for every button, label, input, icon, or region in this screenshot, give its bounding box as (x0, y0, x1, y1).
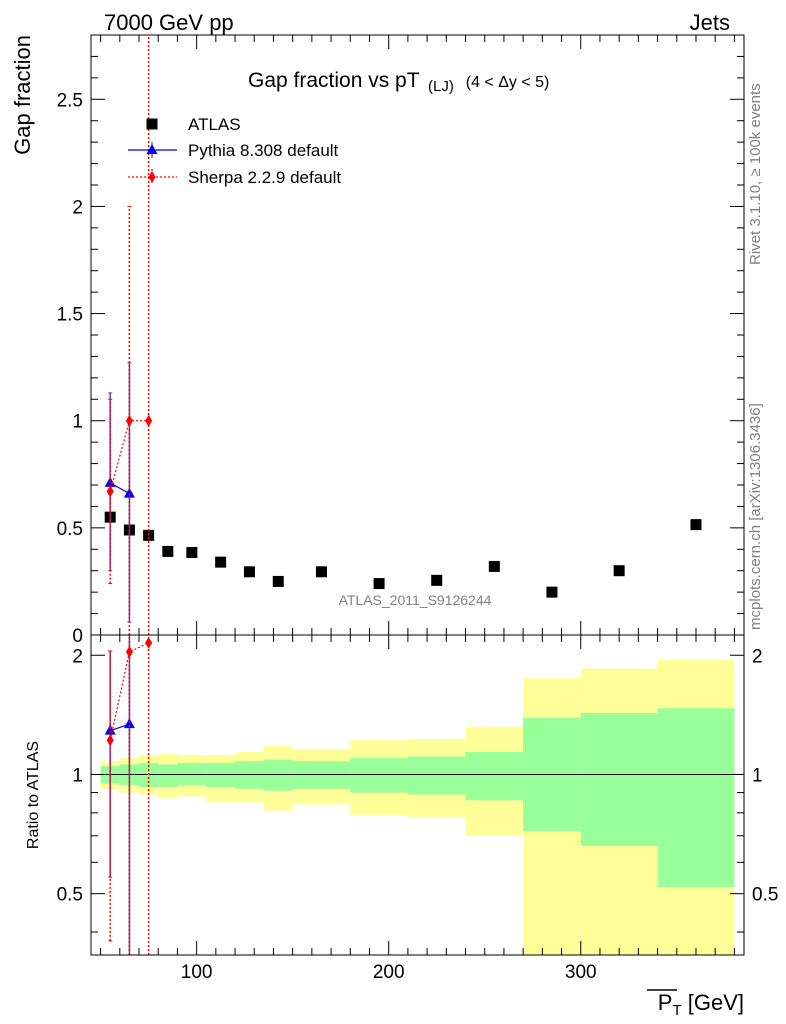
ratio-point-sherpa (125, 645, 133, 658)
ratio-ytick-label: 0.5 (57, 885, 83, 906)
uncertainty-band-inner (158, 764, 178, 787)
ratio-series-sherpa (106, 635, 153, 955)
rivet-label: Rivet 3.1.10, ≥ 100k events (747, 83, 764, 265)
main-ytick-label: 2 (72, 197, 83, 218)
uncertainty-band-inner (465, 751, 524, 801)
point-atlas (186, 547, 198, 558)
ratio-point-sherpa (106, 734, 114, 747)
series-atlas (104, 511, 702, 598)
ratio-plot-area (91, 635, 744, 955)
ratio-xtick-label: 200 (373, 962, 405, 983)
legend-label-pythia: Pythia 8.308 default (188, 141, 339, 160)
ratio-point-pythia (104, 724, 116, 735)
point-atlas (143, 529, 155, 541)
ratio-ytick-label-right: 0.5 (752, 885, 778, 906)
point-pythia (123, 487, 135, 498)
uncertainty-band-inner (235, 761, 264, 789)
uncertainty-band-inner (292, 761, 351, 789)
main-title-sub: (LJ) (428, 78, 454, 95)
watermark-label: ATLAS_2011_S9126244 (339, 592, 492, 608)
point-atlas (431, 574, 443, 586)
mcplots-label: mcplots.cern.ch [arXiv:1306.3436] (747, 403, 764, 630)
point-sherpa (125, 414, 133, 427)
main-ylabel: Gap fraction (10, 35, 35, 155)
legend-marker-atlas (146, 118, 158, 130)
ratio-ytick-label-right: 2 (752, 646, 763, 667)
point-sherpa (145, 414, 153, 427)
ratio-panel-frame (90, 634, 745, 956)
main-ytick-label: 0.5 (57, 519, 83, 540)
legend-entry-sherpa: Sherpa 2.2.9 default (128, 168, 341, 187)
main-title-range: (4 < Δy < 5) (466, 74, 550, 91)
ratio-ylabel: Ratio to ATLAS (25, 741, 42, 849)
main-ytick-label: 0 (72, 626, 83, 647)
main-plot-area (104, 35, 702, 635)
point-sherpa (106, 485, 114, 498)
point-atlas (373, 578, 385, 590)
series-sherpa (106, 35, 153, 635)
point-atlas (613, 565, 625, 577)
header-left-label: 7000 GeV pp (104, 10, 234, 35)
legend-label-sherpa: Sherpa 2.2.9 default (188, 168, 341, 187)
ratio-axes: 0.5 0.5 1 1 2 2 100 200 300 (57, 635, 778, 983)
point-atlas (162, 545, 174, 557)
x-axis-label: PT [GeV] (658, 990, 744, 1019)
point-atlas (315, 566, 327, 578)
ratio-ytick-label: 2 (72, 646, 83, 667)
ratio-xtick-label: 300 (565, 962, 597, 983)
header-right-label: Jets (690, 10, 730, 35)
point-atlas (272, 575, 284, 587)
uncertainty-band-inner (580, 712, 658, 846)
ratio-ytick-label: 1 (72, 765, 83, 786)
ratio-line-sherpa (109, 642, 149, 741)
ratio-panel: 0.5 0.5 1 1 2 2 100 200 300 Ratio to ATLAS PT [G… (25, 634, 778, 1019)
legend-marker-sherpa (148, 171, 156, 183)
ratio-series-pythia (104, 635, 135, 955)
uncertainty-band-inner (350, 758, 408, 793)
legend-entry-pythia: Pythia 8.308 default (128, 141, 339, 160)
point-atlas (690, 519, 702, 531)
main-title-text: Gap fraction vs pT (248, 69, 420, 92)
main-ytick-label: 2.5 (57, 90, 83, 111)
main-title: Gap fraction vs pT (LJ) (4 < Δy < 5) (248, 69, 549, 96)
ratio-ytick-label-right: 1 (752, 765, 763, 786)
main-axes: 0 0.5 1 1.5 2 2.5 (57, 34, 744, 647)
ratio-point-pythia (123, 718, 135, 729)
main-panel: 0 0.5 1 1.5 2 2.5 Gap fraction Gap fraction v… (10, 34, 745, 647)
legend-marker-pythia (146, 144, 158, 154)
point-atlas (215, 556, 227, 568)
uncertainty-band-inner (263, 759, 293, 791)
legend: ATLAS Pythia 8.308 default Sherpa 2.2.9 de… (128, 115, 341, 187)
uncertainty-band-inner (657, 708, 735, 887)
main-ytick-label: 1 (72, 412, 83, 433)
point-atlas (488, 560, 500, 572)
legend-entry-atlas: ATLAS (146, 115, 241, 134)
point-atlas (243, 566, 255, 578)
ratio-xtick-label: 100 (181, 962, 213, 983)
ratio-point-sherpa (145, 636, 153, 649)
point-atlas (546, 586, 558, 598)
legend-label-atlas: ATLAS (188, 115, 241, 134)
main-ytick-label: 1.5 (57, 305, 83, 326)
uncertainty-band-inner (407, 756, 466, 795)
